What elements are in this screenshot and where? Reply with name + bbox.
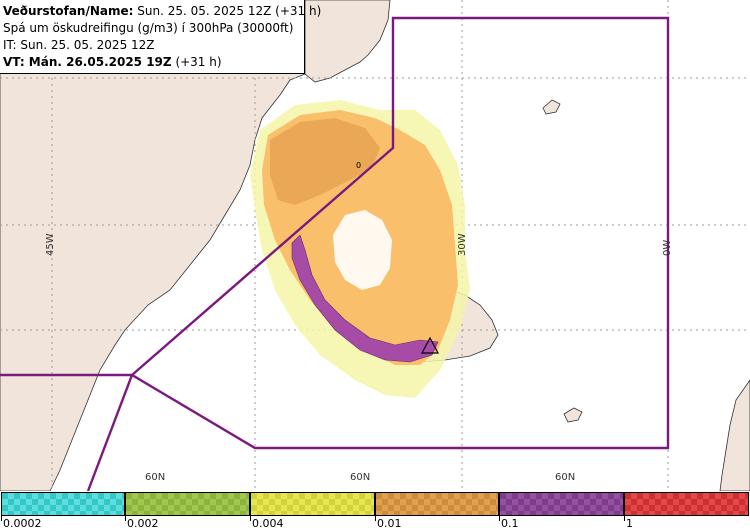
island-small-2 — [563, 407, 583, 423]
ash-dispersion-map: 0 — [0, 0, 750, 491]
legend-tick — [1, 515, 2, 521]
legend-label-5: 0.1 — [501, 517, 519, 530]
legend-label-1: 0.0002 — [3, 517, 42, 530]
lat-label-2: 60N — [350, 472, 371, 483]
legend-swatch-3 — [250, 492, 375, 516]
lon-label-45w: 45W — [45, 233, 56, 256]
info-line-4: VT: Mán. 26.05.2025 19Z (+31 h) — [3, 55, 222, 69]
ash-plume — [250, 100, 470, 398]
info-line-3: IT: Sun. 25. 05. 2025 12Z — [3, 38, 155, 52]
legend-swatch-6 — [624, 492, 749, 516]
lon-label-0w: 0W — [662, 239, 673, 256]
legend-tick — [499, 515, 500, 521]
lon-label-30w: 30W — [457, 233, 468, 256]
info-line-2: Spá um öskudreifingu (g/m3) í 300hPa (30… — [3, 21, 294, 35]
greenland-northeast — [304, 0, 391, 83]
legend-tick — [125, 515, 126, 521]
legend-label-4: 0.01 — [377, 517, 402, 530]
legend-swatch-1 — [1, 492, 125, 516]
lat-label-3: 60N — [555, 472, 576, 483]
norway-land — [719, 379, 750, 491]
ash-mid-dense — [270, 118, 380, 205]
legend-tick — [375, 515, 376, 521]
ash-clear-center — [333, 210, 392, 290]
info-box: Veðurstofan/Name: Sun. 25. 05. 2025 12Z … — [0, 0, 322, 74]
legend-swatch-4 — [375, 492, 499, 516]
legend-tick — [250, 515, 251, 521]
legend-label-3: 0.004 — [252, 517, 284, 530]
concentration-legend: 0.0002 0.002 0.004 0.01 0.1 1 — [0, 491, 750, 532]
lat-label-1: 60N — [145, 472, 166, 483]
legend-swatch-5 — [499, 492, 624, 516]
legend-tick — [624, 515, 625, 521]
info-line-1: Veðurstofan/Name: Sun. 25. 05. 2025 12Z … — [3, 4, 322, 18]
fir-boundaries — [0, 16, 670, 491]
greenland-land — [0, 0, 306, 491]
station-marker: 0 — [356, 161, 361, 170]
legend-swatch-2 — [125, 492, 250, 516]
volcano-marker-icon — [421, 336, 439, 354]
island-small-1 — [542, 99, 561, 115]
legend-label-6: 1 — [626, 517, 633, 530]
legend-label-2: 0.002 — [127, 517, 159, 530]
